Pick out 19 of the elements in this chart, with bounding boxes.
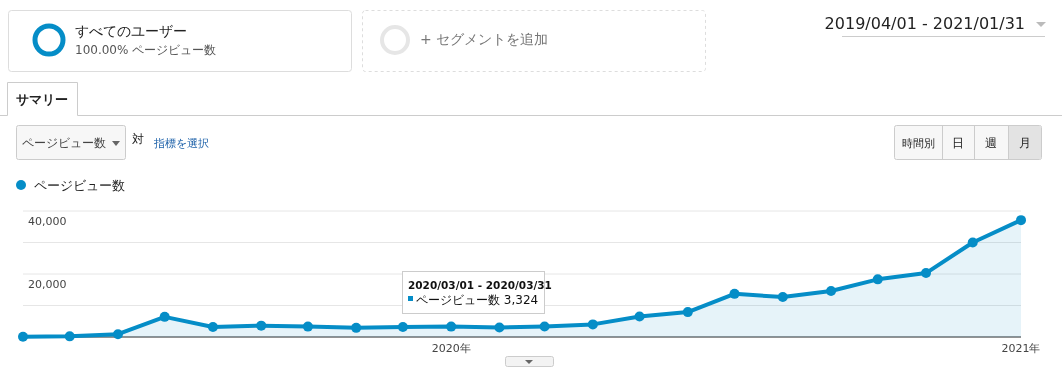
y-tick-label: 20,000 [28, 278, 67, 291]
text: 時間別 [901, 137, 935, 150]
annotation: ページビュー数 3,324 [416, 293, 539, 307]
text: ページビュー数 [22, 136, 106, 150]
x-tick-label: 2020年 [431, 342, 471, 355]
text: 2019/04/01 - 2021/01/31 [824, 14, 1025, 33]
y-tick-label: 40,000 [28, 215, 67, 228]
text: 月 [1019, 136, 1031, 150]
text: 週 [985, 136, 997, 150]
legend-label: ページビュー数 [34, 178, 125, 193]
text: + セグメントを追加 [420, 31, 549, 47]
text: すべてのユーザー [75, 23, 187, 39]
text: サマリー [16, 92, 68, 107]
annotation: 2020/03/01 - 2020/03/31 [408, 279, 552, 291]
text: 日 [952, 136, 964, 150]
text: 100.00% ページビュー数 [75, 43, 217, 57]
text: 指標を選択 [153, 137, 209, 150]
text: 対 [132, 132, 144, 146]
x-tick-label: 2021年 [1001, 342, 1041, 355]
